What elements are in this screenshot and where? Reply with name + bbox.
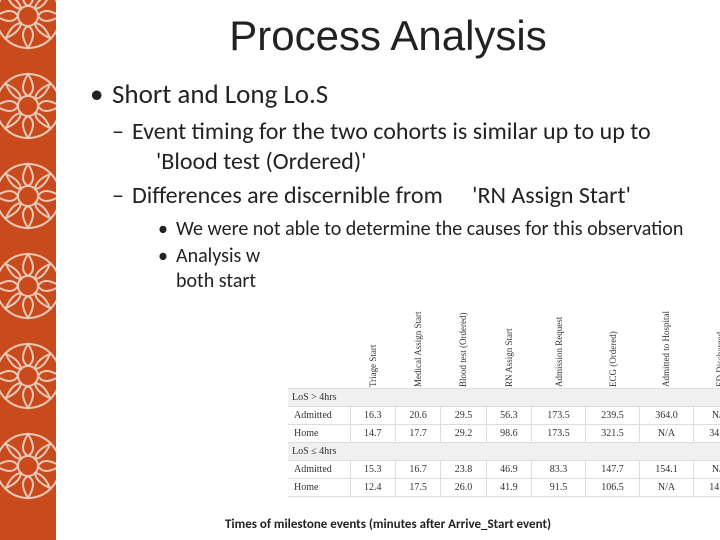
decorative-sidebar <box>0 0 56 540</box>
table-caption: Times of milestone events (minutes after… <box>56 517 720 532</box>
data-table: Triage Start Medical Assign Start Blood … <box>288 332 720 497</box>
col-header: Admitted to Hospital <box>661 375 671 387</box>
body-text: Short and Long Lo.S Event timing for the… <box>56 60 720 294</box>
col-header: Admission Request <box>554 375 564 387</box>
col-header: Triage Start <box>368 375 378 387</box>
bullet-lvl2: Event timing for the two cohorts is simi… <box>132 117 692 177</box>
bullet-lvl3: We were not able to determine the causes… <box>158 217 692 242</box>
slide-title: Process Analysis <box>56 12 720 60</box>
table-row: Home 14.7 17.7 29.2 98.6 173.5 321.5 N/A… <box>288 424 720 442</box>
col-header: Blood test (Ordered) <box>458 375 468 387</box>
table-header-row: Triage Start Medical Assign Start Blood … <box>288 332 720 388</box>
section-row: LoS > 4hrs <box>288 388 720 406</box>
milestone-table: Triage Start Medical Assign Start Blood … <box>288 332 720 497</box>
table-row: Admitted 15.3 16.7 23.8 46.9 83.3 147.7 … <box>288 460 720 478</box>
lvl2-group: Event timing for the two cohorts is simi… <box>90 117 692 211</box>
section-row: LoS ≤ 4hrs <box>288 442 720 460</box>
table-row: Admitted 16.3 20.6 29.5 56.3 173.5 239.5… <box>288 406 720 424</box>
table-row: Home 12.4 17.5 26.0 41.9 91.5 106.5 N/A … <box>288 478 720 496</box>
lvl3-group: We were not able to determine the causes… <box>90 217 692 294</box>
content-area: Process Analysis Short and Long Lo.S Eve… <box>56 0 720 540</box>
bullet-lvl2: Differences are discernible from 'RN Ass… <box>132 181 692 211</box>
col-header: ED Discharged <box>715 375 720 387</box>
col-header: Medical Assign Start <box>413 375 423 387</box>
col-header: ECG (Ordered) <box>608 375 618 387</box>
bullet-lvl3: Analysis w both start <box>158 244 692 294</box>
medallion-pattern <box>0 0 56 540</box>
bullet-lvl1: Short and Long Lo.S <box>90 78 692 111</box>
slide: Process Analysis Short and Long Lo.S Eve… <box>0 0 720 540</box>
col-header: RN Assign Start <box>504 375 514 387</box>
